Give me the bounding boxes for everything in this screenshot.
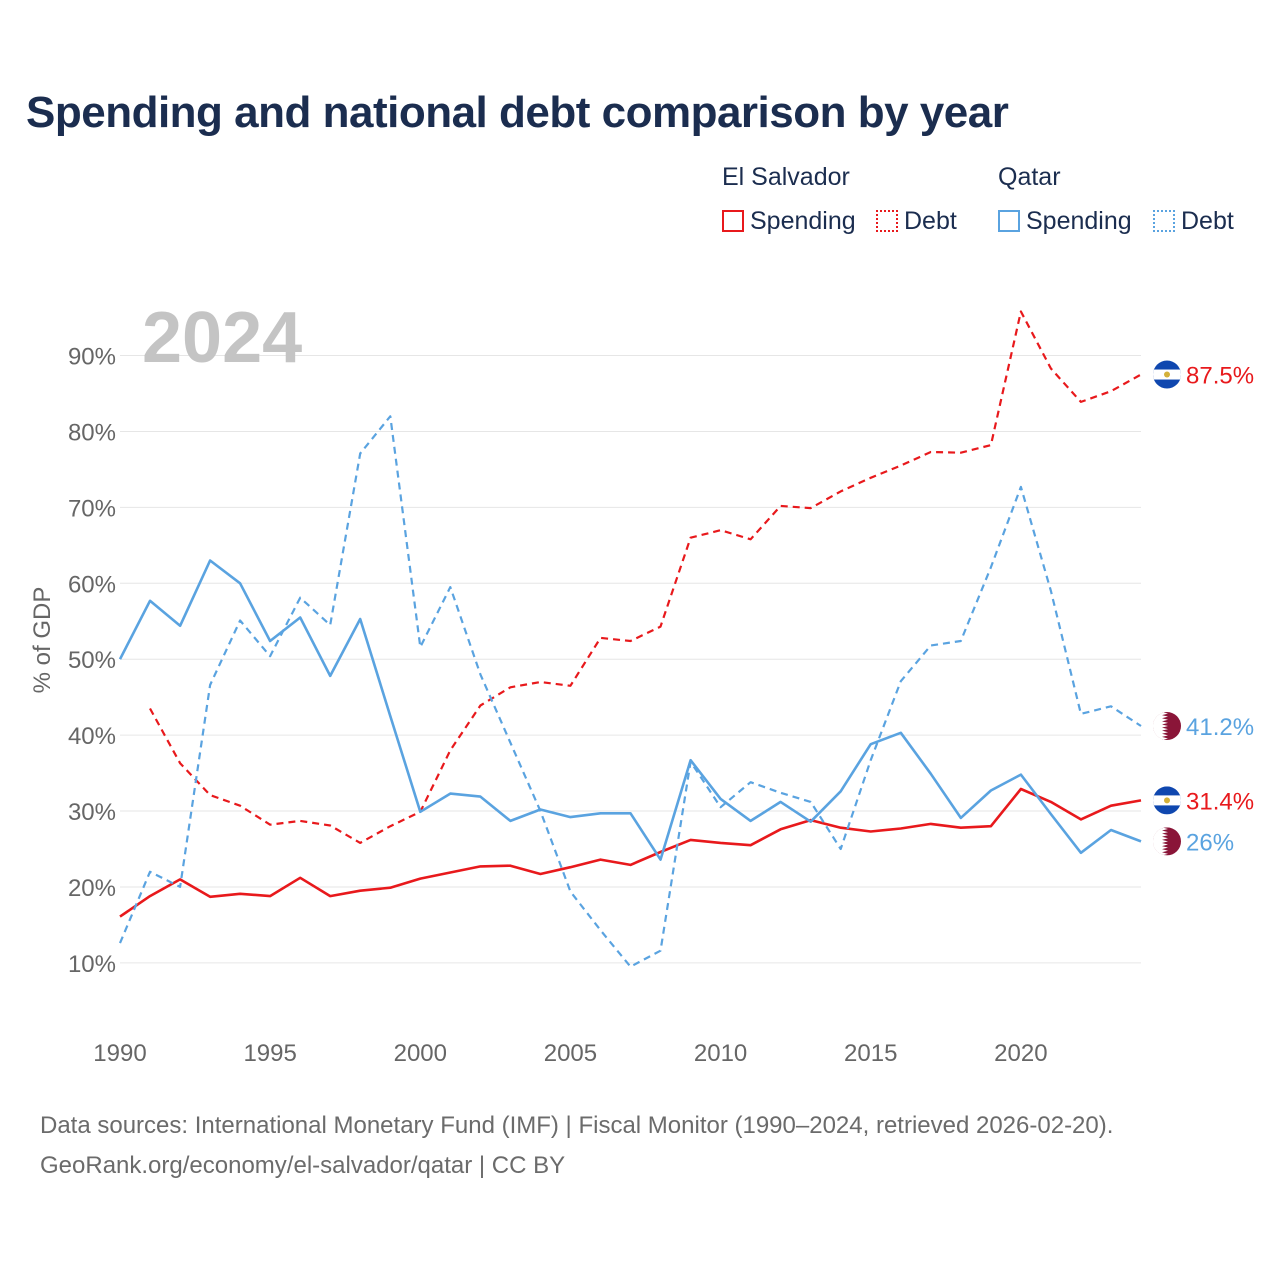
series-layer [118, 310, 1142, 968]
el-salvador-flag-icon [1153, 786, 1181, 815]
qatar-flag-icon [1153, 712, 1181, 741]
legend-label: Spending [750, 206, 856, 235]
footer: Data sources: International Monetary Fun… [40, 1106, 1113, 1186]
legend-swatch-solid-blue [998, 210, 1020, 232]
y-tick-label: 20% [68, 875, 116, 902]
legend-group-el-salvador: El Salvador [722, 163, 850, 191]
x-tick-label: 2015 [844, 1040, 897, 1067]
y-axis-label: % of GDP [29, 587, 56, 694]
y-tick-label: 60% [68, 571, 116, 598]
legend-group-qatar: Qatar [998, 163, 1061, 191]
legend-item-qatar-debt[interactable]: Debt [1153, 206, 1234, 236]
footer-credit: GeoRank.org/economy/el-salvador/qatar | … [40, 1152, 566, 1179]
year-watermark: 2024 [142, 298, 302, 378]
y-tick-label: 40% [68, 723, 116, 750]
x-tick-label: 2010 [694, 1040, 747, 1067]
el-salvador-flag-icon [1153, 360, 1181, 389]
series-line-qatar-spending[interactable] [118, 559, 1142, 861]
legend-label: Spending [1026, 206, 1132, 235]
legend-item-el-salvador-debt[interactable]: Debt [876, 206, 957, 236]
y-tick-label: 50% [68, 647, 116, 674]
legend-item-qatar-spending[interactable]: Spending [998, 206, 1132, 236]
series-line-el-salvador-spending[interactable] [119, 787, 1142, 918]
series-line-el-salvador-debt[interactable] [149, 310, 1142, 845]
legend-swatch-dotted-red [876, 210, 898, 232]
end-value-label: 26% [1186, 829, 1234, 856]
legend-swatch-dotted-blue [1153, 210, 1175, 232]
y-tick-label: 10% [68, 951, 116, 978]
grid-layer: 10% 20% 30% 40% 50% 60% 70% 80% 90% [68, 344, 1141, 978]
x-tick-label: 2005 [544, 1040, 597, 1067]
y-tick-label: 30% [68, 799, 116, 826]
chart-title: Spending and national debt comparison by… [26, 88, 1009, 137]
x-axis: 1990 1995 2000 2005 2010 2015 2020 [93, 1040, 1047, 1067]
qatar-flag-icon [1153, 827, 1181, 856]
legend-item-el-salvador-spending[interactable]: Spending [722, 206, 856, 236]
series-line-qatar-debt[interactable] [118, 415, 1142, 968]
end-value-label: 41.2% [1186, 714, 1254, 741]
y-tick-label: 90% [68, 344, 116, 371]
y-tick-label: 80% [68, 419, 116, 446]
legend-label: Debt [904, 206, 957, 235]
y-tick-label: 70% [68, 495, 116, 522]
legend-swatch-solid-red [722, 210, 744, 232]
x-tick-label: 1995 [243, 1040, 296, 1067]
x-tick-label: 1990 [93, 1040, 146, 1067]
end-value-label: 31.4% [1186, 788, 1254, 815]
flags-layer: 31.4% 87.5% 26% 41.2% [1153, 360, 1254, 856]
legend-label: Debt [1181, 206, 1234, 235]
x-tick-label: 2020 [994, 1040, 1047, 1067]
x-tick-label: 2000 [394, 1040, 447, 1067]
footer-sources: Data sources: International Monetary Fun… [40, 1112, 1114, 1139]
end-value-label: 87.5% [1186, 363, 1254, 390]
